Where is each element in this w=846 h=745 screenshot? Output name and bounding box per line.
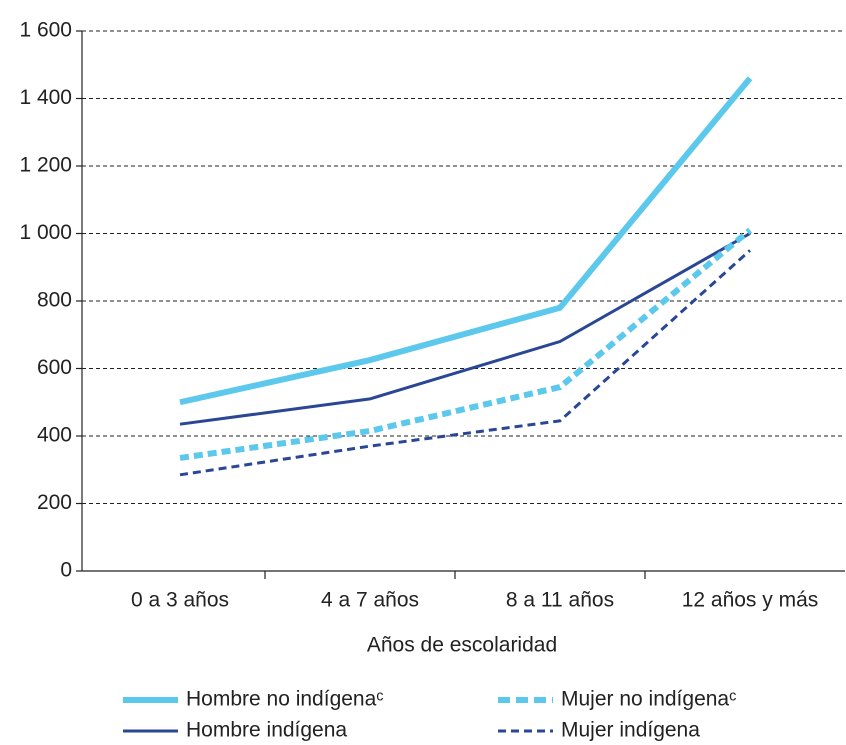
legend-label: Hombre indígena [186,719,347,742]
x-tick-label: 4 a 7 años [321,589,419,612]
x-axis-label: Años de escolaridad [367,634,557,657]
legend-label: Mujer no indígenaᶜ [561,688,737,711]
y-tick-label: 800 [37,289,72,312]
series-line [179,249,752,477]
legend-label: Hombre no indígenaᶜ [186,688,384,711]
y-tick-label: 400 [37,424,72,447]
y-tick-label: 1 600 [19,19,72,42]
y-tick-label: 1 200 [19,154,72,177]
legend-label: Mujer indígena [561,719,700,742]
series-line [179,232,751,426]
y-tick-label: 200 [37,491,72,514]
y-tick-label: 1 000 [19,221,72,244]
x-tick-label: 12 años y más [682,589,819,612]
series-line [179,76,753,406]
x-tick-label: 0 a 3 años [131,589,229,612]
y-tick-label: 1 400 [19,86,72,109]
series-line [179,227,752,461]
x-tick-label: 8 a 11 años [506,589,614,612]
y-tick-label: 600 [37,356,72,379]
y-tick-label: 0 [60,559,72,582]
